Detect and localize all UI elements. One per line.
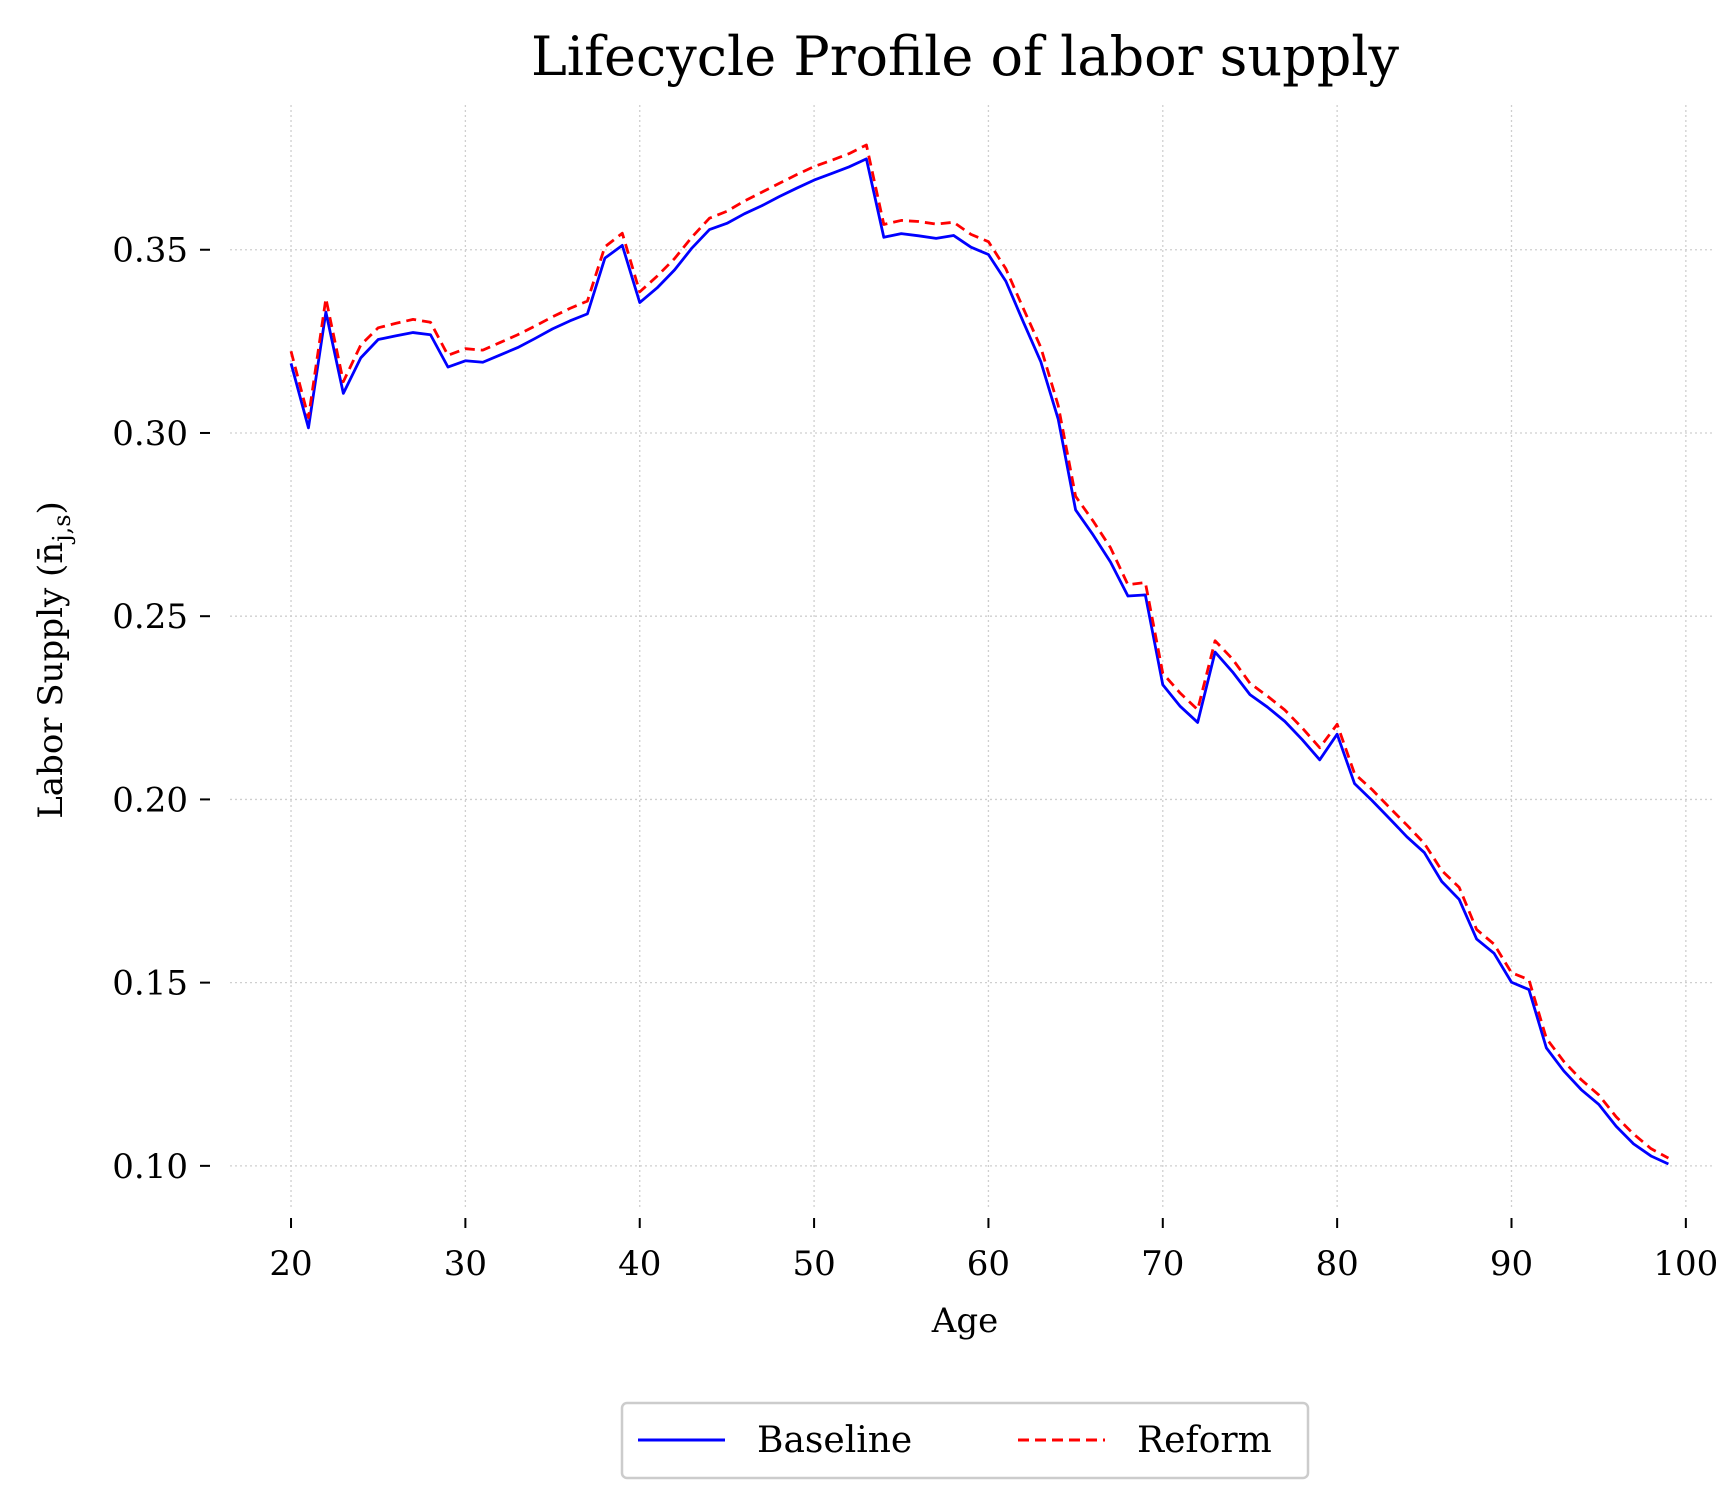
grid-lines xyxy=(230,105,1712,1208)
reform-series-line xyxy=(289,143,1670,1160)
y-axis-label-subscript: j,s xyxy=(48,514,76,544)
y-axis-label-close: ) xyxy=(31,501,71,514)
y-tick-label: 0.35 xyxy=(112,231,188,271)
y-axis-label: Labor Supply (n̄j,s) xyxy=(31,501,76,819)
y-tick-label: 0.25 xyxy=(112,597,188,637)
y-tick-label: 0.15 xyxy=(112,964,188,1004)
legend-reform-label: Reform xyxy=(1137,1420,1272,1461)
x-tick-label: 50 xyxy=(792,1244,835,1284)
baseline-series-line xyxy=(289,157,1669,1166)
x-axis-label: Age xyxy=(931,1301,998,1341)
x-tick-label: 60 xyxy=(967,1244,1010,1284)
axis-ticks: 20 30 40 50 60 70 80 90 100 0.10 0.15 0.20 0.25 0.30 0… xyxy=(112,231,1718,1284)
x-tick-label: 40 xyxy=(618,1244,661,1284)
y-tick-label: 0.20 xyxy=(112,780,188,820)
legend: Baseline Reform xyxy=(620,1401,1310,1480)
x-tick-label: 30 xyxy=(444,1244,487,1284)
chart-title: Lifecycle Profile of labor supply xyxy=(531,25,1400,88)
y-axis-label-main: Labor Supply (n̄ xyxy=(31,542,71,819)
x-tick-label: 100 xyxy=(1653,1244,1718,1284)
series-lines xyxy=(289,143,1670,1166)
x-tick-label: 80 xyxy=(1316,1244,1359,1284)
y-tick-label: 0.10 xyxy=(112,1147,188,1187)
x-tick-label: 20 xyxy=(269,1244,312,1284)
x-tick-label: 70 xyxy=(1141,1244,1184,1284)
y-tick-label: 0.30 xyxy=(112,414,188,454)
legend-baseline-label: Baseline xyxy=(757,1420,912,1461)
legend-box xyxy=(620,1401,1310,1480)
x-tick-label: 90 xyxy=(1490,1244,1533,1284)
